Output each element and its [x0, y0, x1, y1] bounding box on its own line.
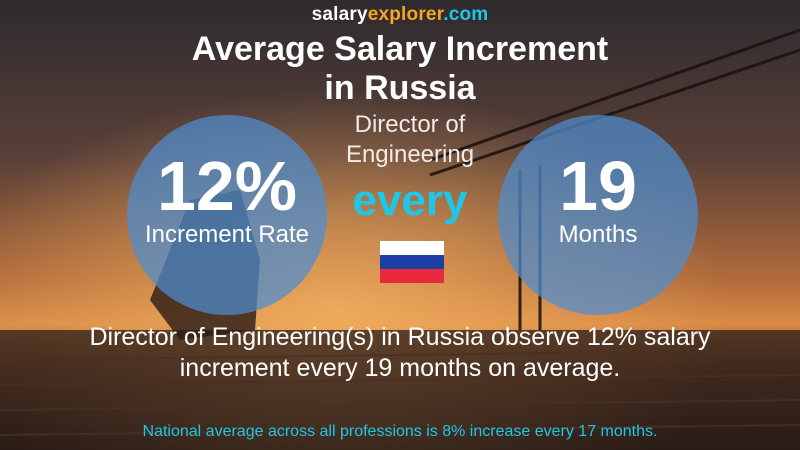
job-title-line-2: Engineering — [345, 141, 475, 168]
summary-line-1: Director of Engineering(s) in Russia obs… — [89, 323, 711, 351]
summary-line-2: increment every 19 months on average. — [179, 354, 621, 382]
every-connector: every — [352, 176, 468, 225]
title-line-2: in Russia — [324, 69, 476, 107]
logo-explorer: explorer — [367, 4, 444, 25]
period-circle: 19 Months — [498, 115, 698, 315]
site-logo[interactable]: salaryexplorer.com — [0, 4, 800, 26]
increment-rate-circle: 12% Increment Rate — [127, 115, 327, 315]
national-average-note: National average across all professions … — [142, 423, 658, 440]
job-title: Director of Engineering — [300, 110, 520, 170]
increment-rate-label: Increment Rate — [144, 221, 310, 248]
title-line-1: Average Salary Increment — [191, 30, 609, 68]
logo-com: .com — [443, 4, 489, 25]
logo-salary: salary — [311, 4, 368, 25]
period-value: 19 — [559, 147, 637, 225]
page-title: Average Salary Increment in Russia — [0, 30, 800, 108]
flag-stripe-blue — [380, 255, 444, 269]
summary-text: Director of Engineering(s) in Russia obs… — [40, 322, 760, 384]
job-title-line-1: Director of — [354, 111, 466, 138]
russia-flag-icon — [380, 241, 444, 283]
period-label: Months — [558, 221, 638, 248]
flag-stripe-red — [380, 269, 444, 283]
increment-rate-value: 12% — [156, 147, 298, 225]
flag-stripe-white — [380, 241, 444, 255]
